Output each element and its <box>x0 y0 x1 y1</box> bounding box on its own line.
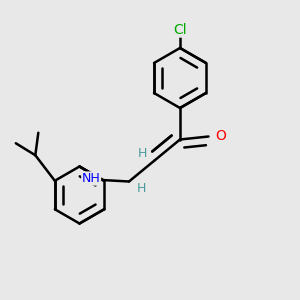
Text: Cl: Cl <box>173 23 187 37</box>
Text: O: O <box>215 130 226 143</box>
Text: H: H <box>136 182 146 195</box>
Text: NH: NH <box>82 172 100 185</box>
Text: H: H <box>138 147 147 161</box>
